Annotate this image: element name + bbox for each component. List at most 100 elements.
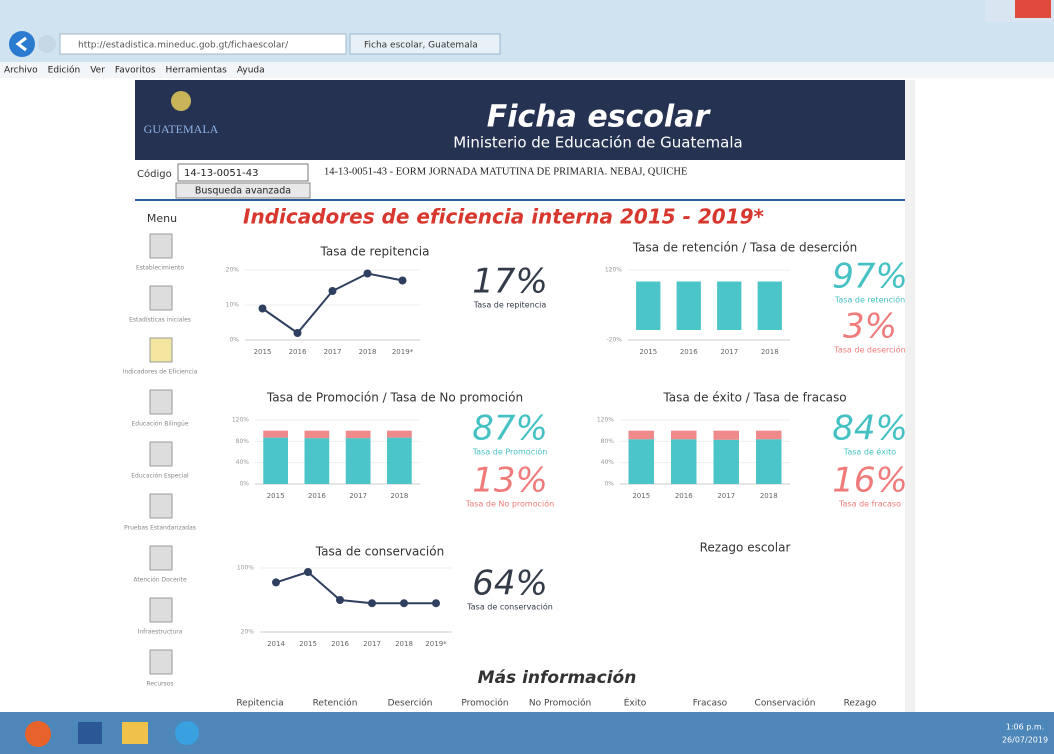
back-button[interactable] bbox=[9, 31, 35, 57]
ie-icon[interactable] bbox=[175, 721, 199, 745]
menu-item[interactable]: Ver bbox=[90, 66, 105, 76]
menu-icon[interactable] bbox=[150, 234, 172, 258]
x-tick-label: 2018 bbox=[390, 492, 408, 500]
bar-segment bbox=[305, 431, 330, 438]
menu-label[interactable]: Indicadores de Eficiencia bbox=[123, 369, 198, 376]
x-tick-label: 2015 bbox=[267, 492, 285, 500]
bar-segment bbox=[677, 282, 701, 331]
explorer-icon[interactable] bbox=[122, 722, 148, 744]
x-tick-label: 2017 bbox=[717, 492, 735, 500]
menu-item[interactable]: Edición bbox=[48, 65, 81, 76]
x-tick-label: 2018 bbox=[760, 492, 778, 500]
word-icon[interactable] bbox=[78, 722, 102, 744]
more-link[interactable]: Repitencia bbox=[236, 699, 283, 709]
sidebar: Establecimiento Estadísticas iniciales Ind… bbox=[123, 234, 198, 688]
bar-segment bbox=[756, 439, 782, 484]
menu-bar bbox=[0, 62, 1054, 78]
chart-title: Tasa de Promoción / Tasa de No promoción bbox=[266, 391, 523, 405]
chart-title: Tasa de conservación bbox=[315, 545, 444, 559]
y-tick-label: 10% bbox=[226, 302, 240, 309]
more-link[interactable]: Retención bbox=[313, 698, 358, 709]
bar-segment bbox=[717, 282, 741, 331]
more-link[interactable]: No Promoción bbox=[529, 698, 591, 709]
menu-label[interactable]: Pruebas Estandarizadas bbox=[124, 525, 196, 532]
x-tick-label: 2016 bbox=[675, 492, 693, 500]
page: { "browser": { "url": "http://estadistic… bbox=[0, 0, 1054, 754]
close-button[interactable] bbox=[1015, 0, 1051, 18]
bar-segment bbox=[756, 431, 782, 440]
menu-label[interactable]: Infraestructura bbox=[138, 629, 183, 636]
kpi-value: 64% bbox=[472, 564, 548, 604]
menu-icon[interactable] bbox=[150, 546, 172, 570]
x-tick-label: 2015 bbox=[639, 348, 657, 356]
y-tick-label: 120% bbox=[232, 417, 249, 424]
menu-label[interactable]: Recursos bbox=[146, 681, 173, 688]
point bbox=[432, 599, 440, 607]
y-tick-label: -20% bbox=[606, 337, 622, 344]
point bbox=[399, 277, 407, 285]
more-link[interactable]: Rezago bbox=[844, 699, 877, 709]
tab-title: Ficha escolar, Guatemala bbox=[364, 41, 478, 51]
kpi-value: 17% bbox=[472, 262, 548, 302]
x-tick-label: 2016 bbox=[680, 348, 698, 356]
chart-title: Tasa de repitencia bbox=[320, 245, 430, 259]
x-tick-label: 2017 bbox=[720, 348, 738, 356]
menu-label[interactable]: Educación Especial bbox=[131, 473, 189, 480]
menu-item[interactable]: Herramientas bbox=[166, 66, 228, 76]
section-title: Indicadores de eficiencia interna 2015 -… bbox=[243, 205, 765, 229]
more-link[interactable]: Promoción bbox=[461, 698, 508, 709]
menu-item[interactable]: Ayuda bbox=[237, 66, 265, 76]
logo-text: GUATEMALA bbox=[144, 122, 219, 136]
advanced-search-label: Busqueda avanzada bbox=[195, 186, 291, 197]
menu-item[interactable]: Archivo bbox=[4, 66, 38, 76]
more-link[interactable]: Éxito bbox=[624, 697, 647, 709]
taskbar bbox=[0, 712, 1054, 754]
kpi-label: Tasa de repitencia bbox=[473, 301, 547, 310]
kpi-label: Tasa de fracaso bbox=[838, 500, 901, 509]
y-tick-label: 120% bbox=[605, 267, 622, 274]
menu-label[interactable]: Educación Bilingüe bbox=[132, 421, 189, 428]
menu-icon[interactable] bbox=[150, 338, 172, 362]
point bbox=[329, 287, 337, 295]
point bbox=[272, 578, 280, 586]
menu-item[interactable]: Favoritos bbox=[115, 66, 156, 76]
point bbox=[400, 599, 408, 607]
more-link[interactable]: Deserción bbox=[388, 698, 433, 709]
menu-icon[interactable] bbox=[150, 286, 172, 310]
bar-segment bbox=[263, 431, 288, 438]
menu-icon[interactable] bbox=[150, 494, 172, 518]
kpi-label: Tasa de éxito bbox=[843, 447, 896, 457]
menu-label[interactable]: Estadísticas iniciales bbox=[129, 317, 191, 324]
bar-segment bbox=[387, 431, 412, 438]
kpi-value: 16% bbox=[832, 461, 908, 501]
bar-segment bbox=[346, 438, 371, 484]
start-firefox[interactable] bbox=[25, 721, 51, 747]
y-tick-label: 80% bbox=[236, 438, 250, 445]
menu-icon[interactable] bbox=[150, 598, 172, 622]
y-tick-label: 80% bbox=[601, 438, 615, 445]
menu-label[interactable]: Atención Docente bbox=[133, 577, 187, 584]
kpi-value: 13% bbox=[472, 461, 548, 501]
scrollbar[interactable] bbox=[905, 80, 915, 712]
forward-button[interactable] bbox=[38, 35, 56, 53]
menu-icon[interactable] bbox=[150, 442, 172, 466]
kpi-value: 84% bbox=[832, 409, 908, 449]
bar-segment bbox=[671, 431, 697, 440]
more-link[interactable]: Fracaso bbox=[693, 699, 728, 709]
chart-title: Tasa de retención / Tasa de deserción bbox=[632, 241, 857, 255]
chart-title: Tasa de éxito / Tasa de fracaso bbox=[662, 391, 846, 405]
bar-segment bbox=[346, 431, 371, 438]
kpi-value: 87% bbox=[472, 409, 548, 449]
bar-segment bbox=[263, 438, 288, 484]
header-title: Ficha escolar bbox=[487, 100, 712, 135]
kpi-label: Tasa de Promoción bbox=[472, 447, 548, 457]
school-name: 14-13-0051-43 - EORM JORNADA MATUTINA DE… bbox=[324, 166, 687, 177]
point bbox=[294, 329, 302, 337]
y-tick-label: 100% bbox=[237, 565, 254, 572]
menu-icon[interactable] bbox=[150, 390, 172, 414]
menu-label[interactable]: Establecimiento bbox=[136, 265, 184, 272]
y-tick-label: 40% bbox=[601, 459, 615, 466]
more-link[interactable]: Conservación bbox=[755, 698, 816, 709]
menu-icon[interactable] bbox=[150, 650, 172, 674]
